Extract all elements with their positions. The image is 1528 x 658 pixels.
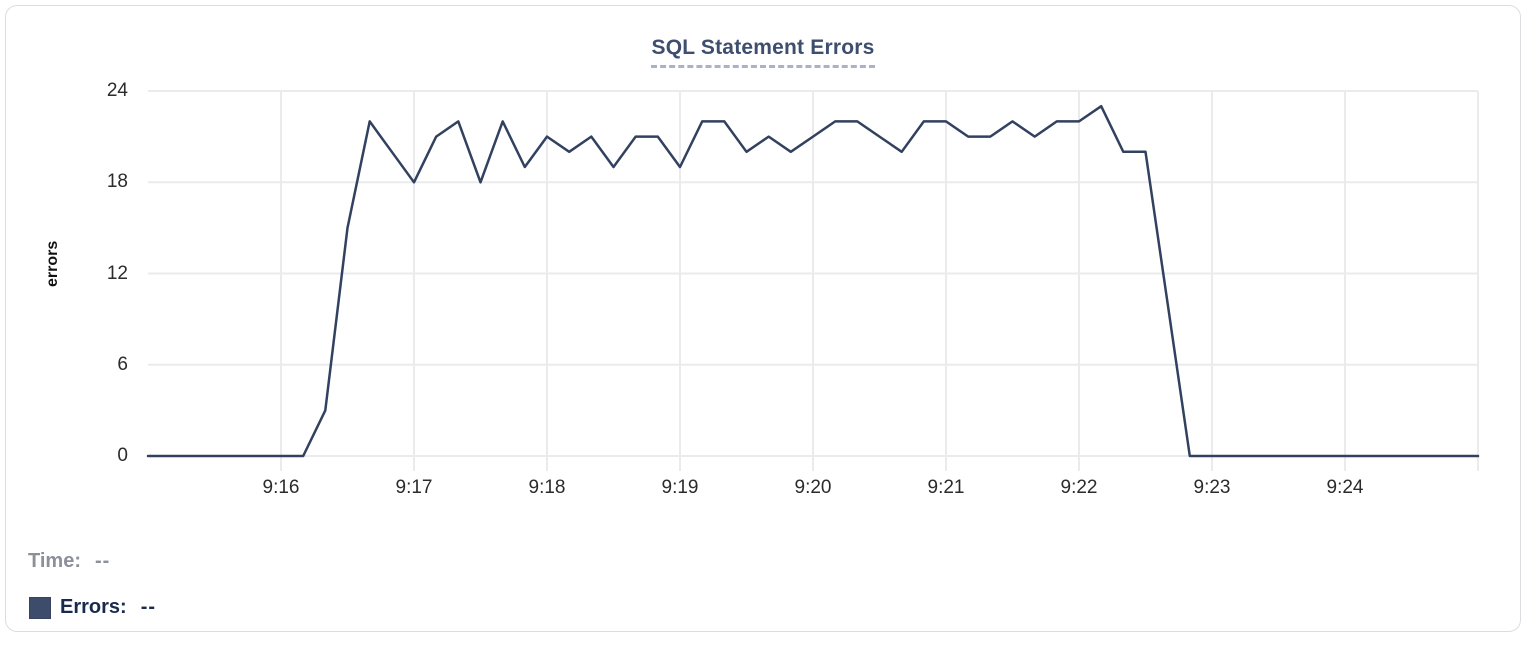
x-tick-label: 9:17 — [395, 477, 433, 498]
time-readout: Time: -- — [28, 550, 110, 573]
plot-svg[interactable] — [6, 6, 1528, 658]
x-tick-label: 9:18 — [528, 477, 566, 498]
y-tick-label: 18 — [106, 171, 128, 193]
x-tick-label: 9:21 — [927, 477, 965, 498]
y-tick-label: 12 — [106, 262, 128, 284]
errors-swatch — [29, 596, 51, 619]
chart-card: SQL Statement Errors errors 0 6 12 18 24 9:1… — [5, 5, 1521, 632]
y-tick-label: 24 — [106, 80, 128, 101]
x-tick-label: 9:19 — [661, 477, 699, 498]
x-tick-label: 9:23 — [1193, 477, 1231, 498]
errors-label: Errors: — [60, 596, 127, 618]
x-tick-label: 9:22 — [1060, 477, 1098, 498]
time-value: -- — [94, 550, 111, 572]
chart-header: SQL Statement Errors — [6, 36, 1520, 68]
x-tick-label: 9:16 — [262, 477, 300, 498]
y-tick-label: 0 — [117, 445, 128, 466]
errors-series-line[interactable] — [146, 104, 1480, 458]
errors-value: -- — [140, 596, 157, 618]
x-tick-label: 9:24 — [1326, 477, 1364, 498]
errors-legend[interactable]: Errors: -- — [29, 596, 156, 619]
chart-title[interactable]: SQL Statement Errors — [651, 36, 875, 68]
x-tick-label: 9:20 — [794, 477, 832, 498]
y-tick-label: 6 — [117, 353, 128, 375]
time-label: Time: — [28, 550, 81, 572]
